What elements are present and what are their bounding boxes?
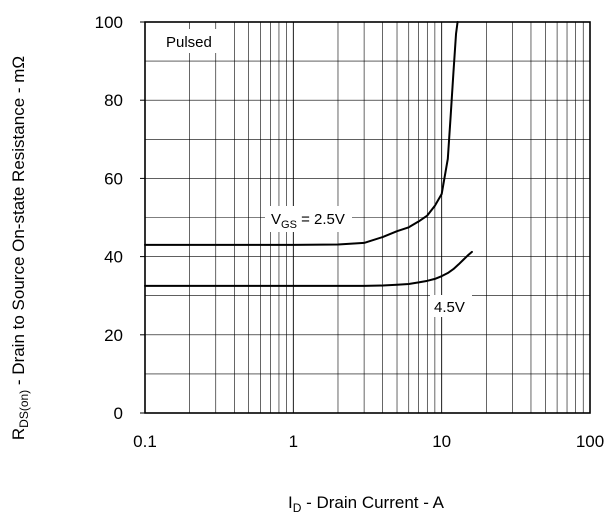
- v45-label: 4.5V: [434, 299, 465, 316]
- series-lines: [144, 21, 473, 287]
- grid: [145, 22, 590, 413]
- y-tick-label: 0: [114, 404, 123, 423]
- plot-frame: [144, 21, 591, 414]
- y-tick-labels: 0 20 40 60 80 100: [95, 13, 145, 423]
- y-tick-label: 20: [104, 326, 123, 345]
- y-tick-label: 60: [104, 169, 123, 188]
- x-tick-label: 0.1: [133, 432, 157, 451]
- vgs-label: VGS = 2.5V: [271, 211, 345, 231]
- x-tick-labels: 0.1 1 10 100: [133, 432, 604, 451]
- y-tick-label: 100: [95, 13, 123, 32]
- pulsed-label: Pulsed: [166, 34, 212, 51]
- y-tick-label: 80: [104, 91, 123, 110]
- series-line-2-5V: [144, 21, 459, 246]
- y-tick-label: 40: [104, 248, 123, 267]
- x-tick-label: 100: [576, 432, 604, 451]
- pulsed-box: [160, 29, 230, 53]
- plot-border: [144, 21, 591, 414]
- x-axis-label: ID - Drain Current - A: [288, 493, 445, 515]
- vgs-box: [265, 206, 352, 232]
- series-line-4-5V: [144, 250, 473, 287]
- x-tick-label: 1: [289, 432, 298, 451]
- y-axis-label: RDS(on) - Drain to Source On-state Resis…: [9, 56, 31, 440]
- v45-box: [430, 295, 472, 317]
- x-tick-label: 10: [432, 432, 451, 451]
